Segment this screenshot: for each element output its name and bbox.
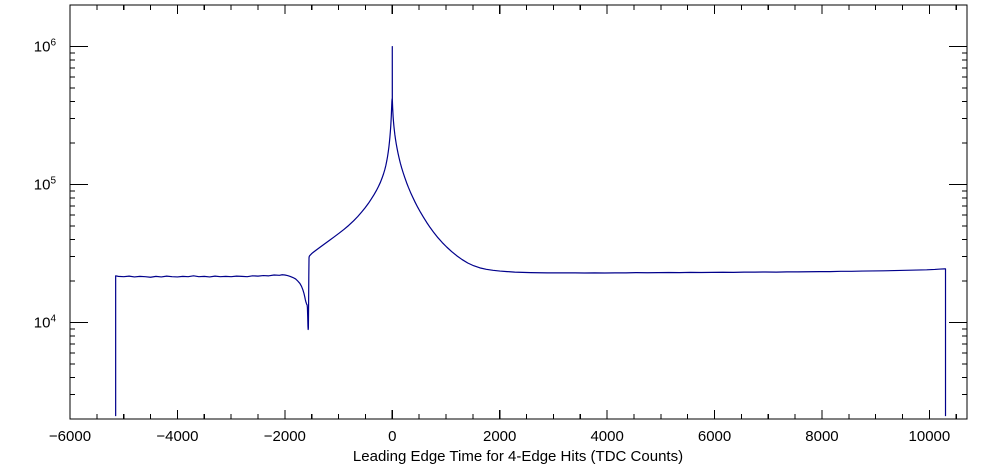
y-axis-tick-labels: 104 105 106 xyxy=(34,38,57,332)
x-tick-label: 6000 xyxy=(698,428,731,445)
x-tick-label: −4000 xyxy=(156,428,198,445)
plot-frame xyxy=(69,4,968,420)
x-axis-tick-labels: −6000 −4000 −2000 0 2000 4000 6000 8000 10000 xyxy=(49,428,950,445)
data-series-group xyxy=(115,45,947,417)
x-tick-label: 0 xyxy=(388,428,396,445)
x-tick-label: 2000 xyxy=(483,428,516,445)
y-tick-label: 105 xyxy=(34,176,57,194)
x-axis-title: Leading Edge Time for 4-Edge Hits (TDC C… xyxy=(353,448,683,465)
data-series-line xyxy=(115,45,947,417)
y-tick-label: 106 xyxy=(34,38,57,56)
x-tick-label: −2000 xyxy=(264,428,306,445)
plot-border xyxy=(69,4,968,420)
x-tick-label: −6000 xyxy=(49,428,91,445)
y-tick-label: 104 xyxy=(34,314,57,332)
x-axis-ticks xyxy=(69,5,957,419)
x-tick-label: 4000 xyxy=(590,428,623,445)
y-axis-ticks xyxy=(70,4,967,420)
x-tick-label: 8000 xyxy=(805,428,838,445)
x-tick-label: 10000 xyxy=(909,428,951,445)
